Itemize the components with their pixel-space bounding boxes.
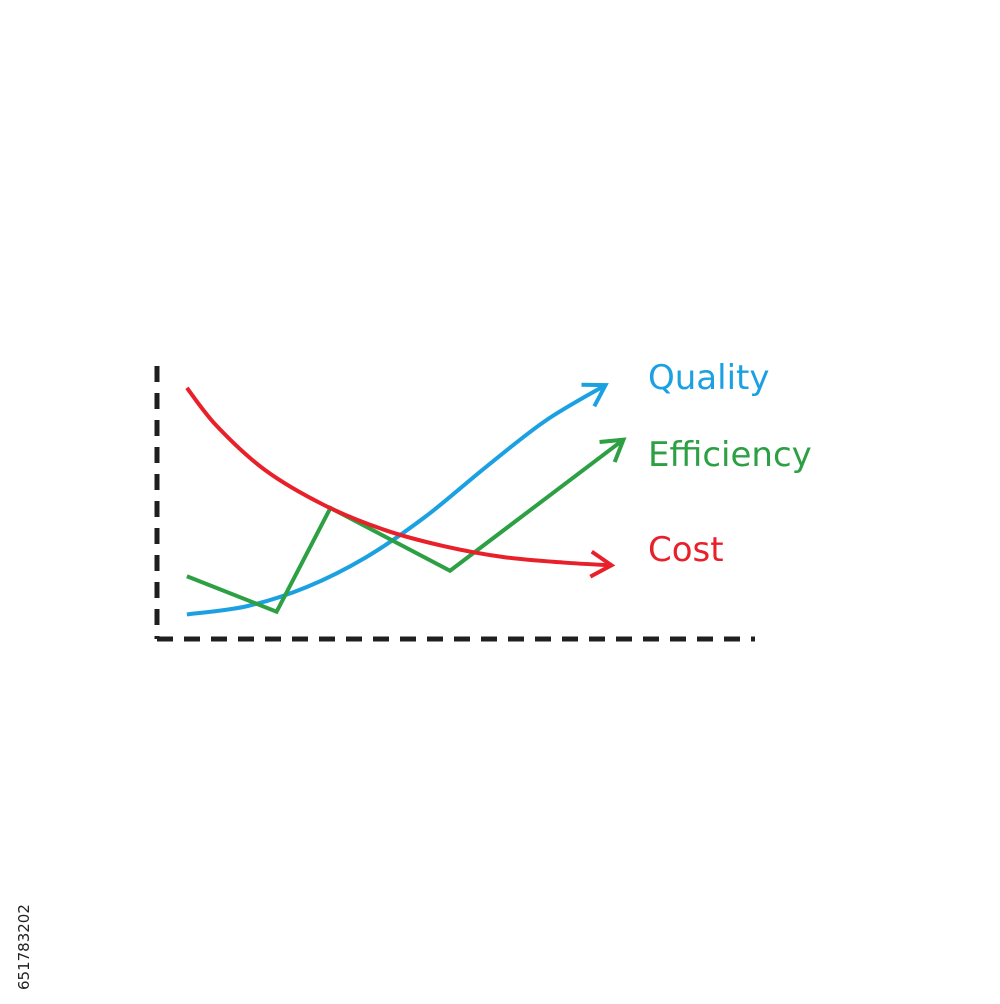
stock-id-watermark: 651783202 (15, 904, 33, 990)
series-arrowhead-quality (581, 382, 609, 408)
series-arrowhead-cost (589, 549, 616, 579)
series-label-efficiency: Efficiency (648, 435, 812, 475)
series-layer (185, 382, 627, 617)
series-label-cost: Cost (648, 530, 724, 570)
series-label-quality: Quality (648, 358, 770, 398)
series-line-efficiency (186, 438, 625, 615)
series-arrowhead-efficiency (599, 437, 627, 463)
series-labels: Quality Efficiency Cost (648, 358, 812, 570)
chart-axes (154, 366, 755, 642)
series-line-cost (185, 386, 612, 568)
stock-id-text: 651783202 (15, 904, 33, 990)
